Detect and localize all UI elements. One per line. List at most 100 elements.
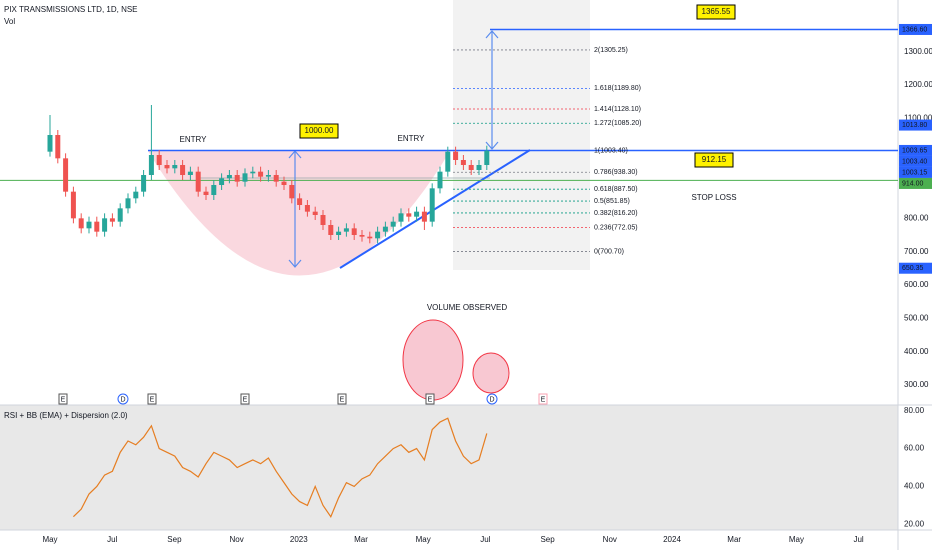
callout-box: [696, 4, 736, 20]
candle-body: [375, 231, 381, 239]
price-label-box: [899, 166, 932, 178]
candle-body: [70, 191, 76, 219]
fib-label: 1.618(1189.80): [594, 85, 641, 92]
candle-body: [297, 198, 303, 205]
x-tick-label: Nov: [603, 535, 617, 544]
price-label-box: [899, 177, 932, 189]
event-label: E: [541, 396, 546, 403]
price-label: 1003.40: [902, 158, 927, 165]
fib-label: 1.272(1085.20): [594, 120, 641, 127]
event-marker: [117, 393, 129, 405]
y-tick-label: 1300.00: [904, 47, 932, 56]
candle-body: [125, 198, 131, 209]
x-tick-label: Mar: [354, 535, 368, 544]
rsi-tick-label: 20.00: [904, 519, 925, 528]
price-label: 650.35: [902, 265, 924, 272]
annotation: VOLUME OBSERVED: [427, 303, 508, 312]
candle-body: [484, 150, 490, 165]
volume-circle: [472, 352, 510, 394]
y-tick-label: 800.00: [904, 213, 929, 222]
candle-body: [148, 155, 154, 175]
x-tick-label: May: [789, 535, 804, 544]
annotation: ENTRY: [180, 135, 208, 144]
candle-body: [94, 221, 100, 232]
candle-body: [437, 171, 443, 189]
price-label: 1013.80: [902, 122, 927, 129]
candle-body: [195, 171, 201, 192]
price-label: 1366.60: [902, 26, 927, 33]
candle-body: [133, 191, 139, 199]
candle-body: [265, 175, 271, 177]
candle-body: [102, 218, 108, 232]
candle-body: [351, 228, 357, 235]
candle-body: [211, 185, 217, 195]
candle-body: [320, 215, 326, 225]
rsi-title: RSI + BB (EMA) + Dispersion (2.0): [4, 411, 128, 420]
candle-body: [460, 160, 466, 165]
x-tick-label: Sep: [167, 535, 182, 544]
candle-body: [289, 185, 295, 199]
candle-body: [336, 231, 342, 235]
x-tick-label: 2024: [663, 535, 681, 544]
price-label: 1003.15: [902, 169, 927, 176]
x-tick-label: May: [416, 535, 431, 544]
y-tick-label: 1100.00: [904, 113, 932, 122]
x-tick-label: Jul: [853, 535, 863, 544]
x-tick-label: Jul: [107, 535, 117, 544]
x-tick-label: Nov: [229, 535, 243, 544]
callout-label: 1365.55: [702, 7, 731, 16]
fib-label: 1(1003.40): [594, 147, 628, 154]
y-tick-label: 700.00: [904, 247, 929, 256]
candle-body: [86, 221, 92, 229]
candle-body: [234, 175, 240, 182]
candle-body: [273, 175, 279, 182]
candle-body: [406, 213, 412, 217]
candle-body: [242, 173, 248, 182]
event-marker: [337, 393, 347, 405]
x-tick-label: Jul: [480, 535, 490, 544]
price-label-box: [899, 262, 932, 274]
y-tick-label: 300.00: [904, 380, 929, 389]
x-tick-label: 2023: [290, 535, 308, 544]
candle-body: [117, 208, 123, 222]
rsi-tick-label: 60.00: [904, 444, 925, 453]
event-marker: [240, 393, 250, 405]
arrows: [288, 30, 499, 268]
rsi-pane: [0, 405, 898, 530]
rsi-tick-label: 80.00: [904, 406, 925, 415]
chart-title: PIX TRANSMISSIONS LTD, 1D, NSE: [4, 5, 138, 14]
candle-body: [109, 218, 115, 222]
event-label: E: [428, 396, 433, 403]
price-label: 1003.65: [902, 147, 927, 154]
callout-box: [299, 123, 339, 139]
candle-body: [382, 226, 388, 232]
price-label-box: [899, 144, 932, 156]
candle-body: [312, 211, 318, 215]
candle-body: [250, 171, 256, 174]
fib-label: 0.382(816.20): [594, 210, 638, 217]
candle-body: [328, 225, 334, 235]
callout-label: 912.15: [702, 155, 727, 164]
x-tick-label: Sep: [540, 535, 555, 544]
candle-body: [258, 171, 264, 177]
fib-label: 2(1305.25): [594, 47, 628, 54]
candle-body: [343, 228, 349, 232]
candle-body: [468, 165, 474, 170]
event-marker: [425, 393, 435, 405]
candle-body: [141, 175, 147, 192]
event-marker: [486, 393, 498, 405]
event-label: E: [61, 396, 66, 403]
candle-body: [359, 235, 365, 237]
candle-body: [226, 175, 232, 179]
price-label-box: [899, 155, 932, 167]
candle-body: [219, 178, 225, 185]
candle-body: [304, 205, 310, 212]
candle-body: [367, 236, 373, 239]
candle-body: [445, 151, 451, 172]
candle-body: [414, 211, 420, 217]
candle-body: [172, 165, 178, 169]
candle-body: [63, 158, 69, 192]
price-label-box: [899, 119, 932, 131]
candle-body: [203, 191, 209, 195]
event-label: E: [150, 396, 155, 403]
